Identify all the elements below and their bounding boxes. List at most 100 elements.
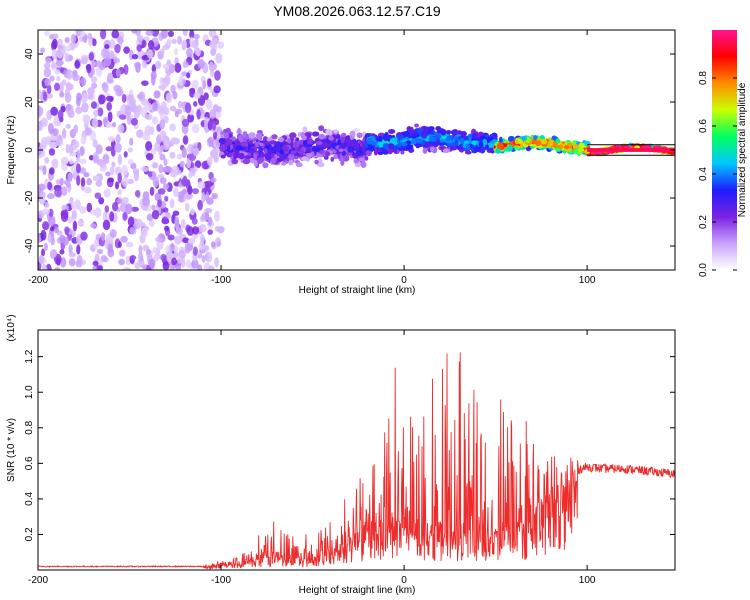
spectrogram-cell [117,36,124,44]
spectrogram-cell [71,145,78,151]
snr-series-line [38,352,675,570]
spectrogram-cell [80,30,86,37]
spectrogram-cell [352,143,360,150]
spectrogram-cell [76,149,81,158]
spectrogram-xtick-label: 100 [579,275,596,286]
spectrogram-cell [136,104,142,115]
spectrogram-cell [198,223,207,233]
spectrogram-cell [86,202,93,213]
spectrogram-cell [163,139,169,151]
spectrogram-cell [80,56,88,65]
spectrogram-cell [382,142,390,150]
spectrogram-cell [373,149,378,156]
spectrogram-cell [55,179,61,185]
spectrogram-cell [125,241,134,248]
spectrogram-cell [323,143,331,148]
spectrogram-cell [189,87,196,94]
spectrogram-cell [496,142,504,150]
spectrogram-cell [242,132,246,138]
spectrogram-cell [76,175,81,186]
spectrogram-cell [215,237,222,248]
spectrogram-cell [71,69,78,77]
colorbar-tick-label: 0.2 [698,215,709,229]
spectrogram-cell [210,177,217,183]
spectrogram-cell [152,101,158,112]
spectrogram-cell [166,38,172,46]
spectrogram-cell [73,124,79,134]
spectrogram-cell [123,46,130,54]
spectrogram-cell [170,169,178,178]
spectrogram-cell [57,48,64,59]
spectrogram-cell [151,116,159,125]
spectrogram-cell [573,148,580,154]
spectrogram-cell [42,221,50,231]
spectrogram-cell [83,172,90,178]
spectrogram-cell [153,90,161,99]
spectrogram-cell [387,143,395,150]
spectrogram-cell [130,117,138,126]
spectrogram-cell [97,107,104,117]
spectrogram-cell [162,207,169,213]
spectrogram-cell [169,151,176,159]
spectrogram-cell [127,158,134,165]
spectrogram-cell [104,44,110,50]
spectrogram-cell [102,83,109,94]
spectrogram-cell [59,249,65,255]
spectrogram-cell [47,122,54,134]
spectrogram-cell [76,244,81,255]
spectrogram-cell [65,144,70,154]
spectrogram-cell [65,103,72,111]
spectrogram-cell [206,251,213,263]
spectrogram-cell [193,92,201,99]
spectrogram-cell [352,128,360,132]
spectrogram-cell [209,150,217,159]
spectrogram-cell [102,219,111,231]
snr-xtick-label: 0 [401,575,407,586]
spectrogram-cell [182,237,190,244]
spectrogram-cell [170,136,177,145]
spectrogram-cell [394,145,399,151]
spectrogram-cell [38,255,45,265]
spectrogram-cell [151,209,160,220]
spectrogram-cell [219,137,224,143]
spectrogram-cell [47,215,56,227]
colorbar-tick-label: 0.0 [698,263,709,277]
spectrogram-cell [122,197,129,204]
spectrogram-cell [75,163,81,174]
spectrogram-cell [194,160,202,169]
spectrogram-cell [270,147,275,154]
spectrogram-cell [269,140,277,145]
spectrogram-cell [197,199,203,211]
spectrogram-cell [74,199,81,210]
spectrogram-cell [93,175,100,182]
spectrogram-cell [197,58,205,69]
spectrogram-cell [214,110,222,119]
spectrogram-cell [90,67,95,76]
spectrogram-cell [100,255,108,263]
spectrogram-cell [112,202,119,212]
snr-ytick-label: 0.8 [24,420,35,434]
spectrogram-ytick-label: 0 [24,147,35,153]
spectrogram-cell [441,135,447,140]
spectrogram-cell [214,70,221,81]
spectrogram-cell [80,231,88,241]
spectrogram-cell [54,226,59,234]
snr-ytick-label: 1.0 [24,385,35,399]
spectrogram-cell [314,159,319,165]
spectrogram-cell [288,153,293,161]
spectrogram-cell [212,192,219,200]
spectrogram-cell [171,257,177,266]
spectrogram-cell [117,172,122,184]
colorbar-tick-label: 0.6 [698,119,709,133]
spectrogram-cell [260,152,266,158]
spectrogram-cell [79,77,87,87]
spectrogram-cell [94,192,102,199]
spectrogram-cell [109,38,116,49]
spectrogram-cell [136,259,145,267]
spectrogram-cell [315,141,323,146]
spectrogram-cell [181,147,188,159]
spectrogram-cell [281,145,289,152]
spectrogram-cell [193,33,200,40]
spectrogram-cell [428,126,435,132]
